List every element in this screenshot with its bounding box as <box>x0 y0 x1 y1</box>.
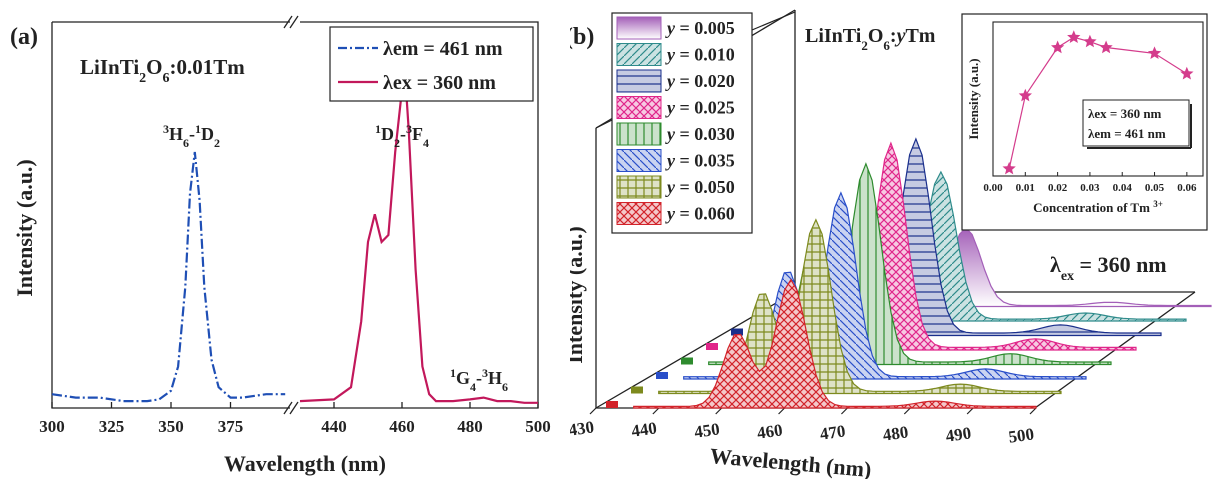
panel-b-xtick-label: 480 <box>882 422 910 444</box>
inset-star-point <box>1067 30 1081 43</box>
legend-swatch <box>616 69 662 93</box>
annotation-1g4-3h6: 1G4-3H6 <box>450 366 508 394</box>
panel-a-ylabel: Intensity (a.u.) <box>12 159 37 297</box>
inset-star-point <box>1051 40 1065 54</box>
excitation-emission-curve <box>299 78 538 404</box>
spectrum-base-marker <box>631 386 643 394</box>
legend-swatch <box>616 149 662 172</box>
inset-star-point <box>1002 161 1016 175</box>
inset-note-line: λex = 360 nm <box>1088 106 1162 121</box>
spectrum-base-marker <box>681 357 693 365</box>
inset-star-point <box>1180 66 1194 80</box>
panel-b-xtick-label: 490 <box>944 423 972 445</box>
inset-trend-line <box>1008 36 1188 169</box>
inset-note-box <box>1082 99 1190 147</box>
legend-label: y = 0.060 <box>665 204 735 224</box>
panel-a: (a) LiInTi2O6:0.01Tm Intensity (a.u.) Wa… <box>10 15 551 476</box>
inset-xtick-label: 0.03 <box>1080 182 1100 194</box>
legend-ex-label: λex = 360 nm <box>383 72 496 94</box>
spectrum-base-marker <box>731 328 743 336</box>
emission-monitored-excitation-curve <box>51 151 286 403</box>
panel-b-xtick <box>715 407 723 415</box>
panel-b-ticks: 430 440 450 460 470 480 490 500 <box>567 407 1037 447</box>
panel-a-label: (a) <box>10 24 38 50</box>
legend-label: y = 0.005 <box>665 18 735 38</box>
inset-star-point <box>1147 46 1162 59</box>
legend-label: y = 0.010 <box>665 45 735 65</box>
panel-a-ticks: 300 325 350 375 440 460 480 500 <box>39 402 551 436</box>
inset-star-point <box>1083 34 1097 48</box>
spectrum-base-marker <box>606 401 618 408</box>
panel-b-xtick-label: 440 <box>630 418 658 440</box>
panel-b-xtick-label: 450 <box>693 419 721 441</box>
inset-ylabel: Intensity (a.u.) <box>966 58 981 139</box>
inset-frame <box>992 21 1204 177</box>
legend-label: y = 0.030 <box>665 124 735 144</box>
inset-star-point <box>1099 40 1113 54</box>
panel-a-xtick-label: 500 <box>525 417 551 436</box>
panel-a-xtick-label: 460 <box>389 417 415 436</box>
legend-label: y = 0.035 <box>665 151 735 171</box>
inset-xtick-label: 0.02 <box>1048 182 1068 194</box>
panel-a-xtick-label: 375 <box>218 417 244 436</box>
legend-label: y = 0.050 <box>665 177 735 197</box>
panel-b-xtick <box>652 407 660 415</box>
panel-b-xtick <box>966 407 974 415</box>
inset-xtick-label: 0.00 <box>983 182 1003 194</box>
panel-b-label: (b) <box>565 24 594 50</box>
spectrum-base-marker <box>706 343 718 350</box>
panel-b: (b) 430 440 450 460 470 480 490 500 LiInTi2O6:y… <box>562 9 1212 479</box>
inset-star-point <box>1018 88 1032 102</box>
panel-b-areas <box>606 137 1212 409</box>
panel-a-title: LiInTi2O6:0.01Tm <box>80 55 245 86</box>
legend-swatch <box>616 16 662 40</box>
panel-b-xtick <box>841 407 848 415</box>
panel-b-legend: y = 0.005 y = 0.010 y = 0.020 y = 0.025 y = … <box>595 11 796 234</box>
panel-b-xtick-label: 500 <box>1007 424 1035 446</box>
inset-xlabel: Concentration of Tm 3+ <box>1033 199 1163 215</box>
panel-a-xtick-label: 300 <box>39 417 65 436</box>
inset-xtick-label: 0.06 <box>1177 182 1197 194</box>
panel-b-xlabel: Wavelength (nm) <box>709 443 873 479</box>
axis-break-marks <box>283 15 299 415</box>
spectrum-area-0.060 <box>633 278 1037 409</box>
panel-b-excitation-label: λex = 360 nm <box>1050 252 1167 284</box>
inset-xtick-label: 0.05 <box>1145 182 1165 194</box>
panel-b-xtick <box>1029 407 1037 415</box>
panel-a-xtick-label: 440 <box>321 417 347 436</box>
inset-xtick-label: 0.04 <box>1113 182 1133 194</box>
legend-em-label: λem = 461 nm <box>383 38 503 60</box>
legend-swatch <box>616 96 662 119</box>
inset-note-line: λem = 461 nm <box>1088 126 1166 141</box>
annotation-3h6-1d2: 3H6-1D2 <box>163 122 220 150</box>
panel-b-xtick <box>903 407 911 415</box>
panel-a-xtick-label: 325 <box>99 417 125 436</box>
panel-b-title: LiInTi2O6:yTm <box>805 25 936 53</box>
legend-leader <box>595 119 613 129</box>
legend-swatch <box>616 43 662 66</box>
panel-a-curves <box>51 78 538 404</box>
panel-b-xtick-label: 430 <box>567 417 595 439</box>
legend-label: y = 0.020 <box>665 71 735 91</box>
inset-chart: 0.00 0.01 0.02 0.03 0.04 0.05 0.06 Concentratio… <box>961 13 1208 231</box>
panel-a-xtick-label: 350 <box>158 417 184 436</box>
legend-leader <box>751 11 796 31</box>
legend-swatch <box>616 202 662 225</box>
inset-xtick-label: 0.01 <box>1016 182 1035 194</box>
panel-a-xlabel: Wavelength (nm) <box>224 451 386 476</box>
panel-a-xtick-label: 480 <box>457 417 483 436</box>
panel-b-ylabel: Intensity (a.u.) <box>562 226 587 364</box>
panel-b-xtick-label: 470 <box>819 421 847 443</box>
panel-b-xtick <box>778 407 785 415</box>
panel-b-xtick <box>589 407 597 415</box>
legend-label: y = 0.025 <box>665 98 735 118</box>
panel-b-xtick-label: 460 <box>756 420 784 442</box>
annotation-1d2-3f4: 1D2-3F4 <box>375 122 429 150</box>
legend-swatch <box>616 122 662 146</box>
legend-swatch <box>616 175 662 199</box>
panel-a-legend: λem = 461 nm λex = 360 nm <box>329 26 534 102</box>
spectrum-base-marker <box>656 372 668 379</box>
